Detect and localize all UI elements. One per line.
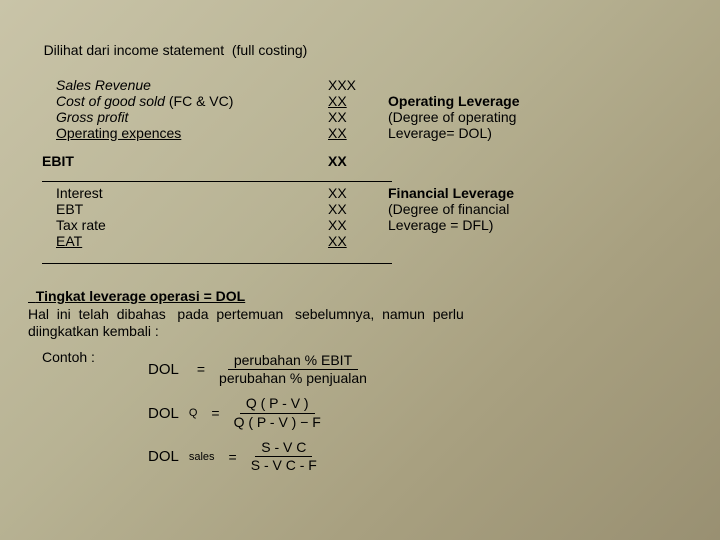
stmt-row: EBT XX (Degree of financial	[28, 201, 692, 217]
stmt-row: Gross profit XX (Degree of operating	[28, 109, 692, 125]
stmt-row: Operating expences XX Leverage= DOL)	[28, 125, 692, 141]
para-1: Hal ini telah dibahas pada pertemuan seb…	[28, 306, 688, 324]
formula-2: DOL Q = Q ( P - V ) Q ( P - V ) − F	[148, 396, 373, 430]
header-line: Dilihat dari income statement (full cost…	[28, 24, 692, 77]
contoh-label: Contoh :	[28, 349, 148, 484]
formula-3: DOL sales = S - V C S - V C - F	[148, 440, 373, 474]
para-2: diingkatkan kembali :	[28, 323, 692, 341]
stmt-row: Interest XX Financial Leverage	[28, 185, 692, 201]
stmt-row: Cost of good sold (FC & VC) XX Operating…	[28, 93, 692, 109]
rule-1	[42, 169, 692, 185]
formula-1: DOL = perubahan % EBIT perubahan % penju…	[148, 353, 373, 387]
stmt-row: Tax rate XX Leverage = DFL)	[28, 217, 692, 233]
ebit-row: EBIT XX	[28, 153, 692, 169]
stmt-row: Sales Revenue XXX	[28, 77, 692, 93]
heading-dol: Tingkat leverage operasi = DOL	[28, 271, 692, 306]
stmt-row: EAT XX	[28, 233, 692, 249]
rule-2	[42, 251, 692, 267]
